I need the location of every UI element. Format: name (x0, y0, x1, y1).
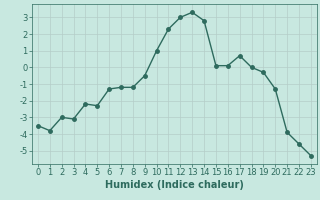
X-axis label: Humidex (Indice chaleur): Humidex (Indice chaleur) (105, 180, 244, 190)
